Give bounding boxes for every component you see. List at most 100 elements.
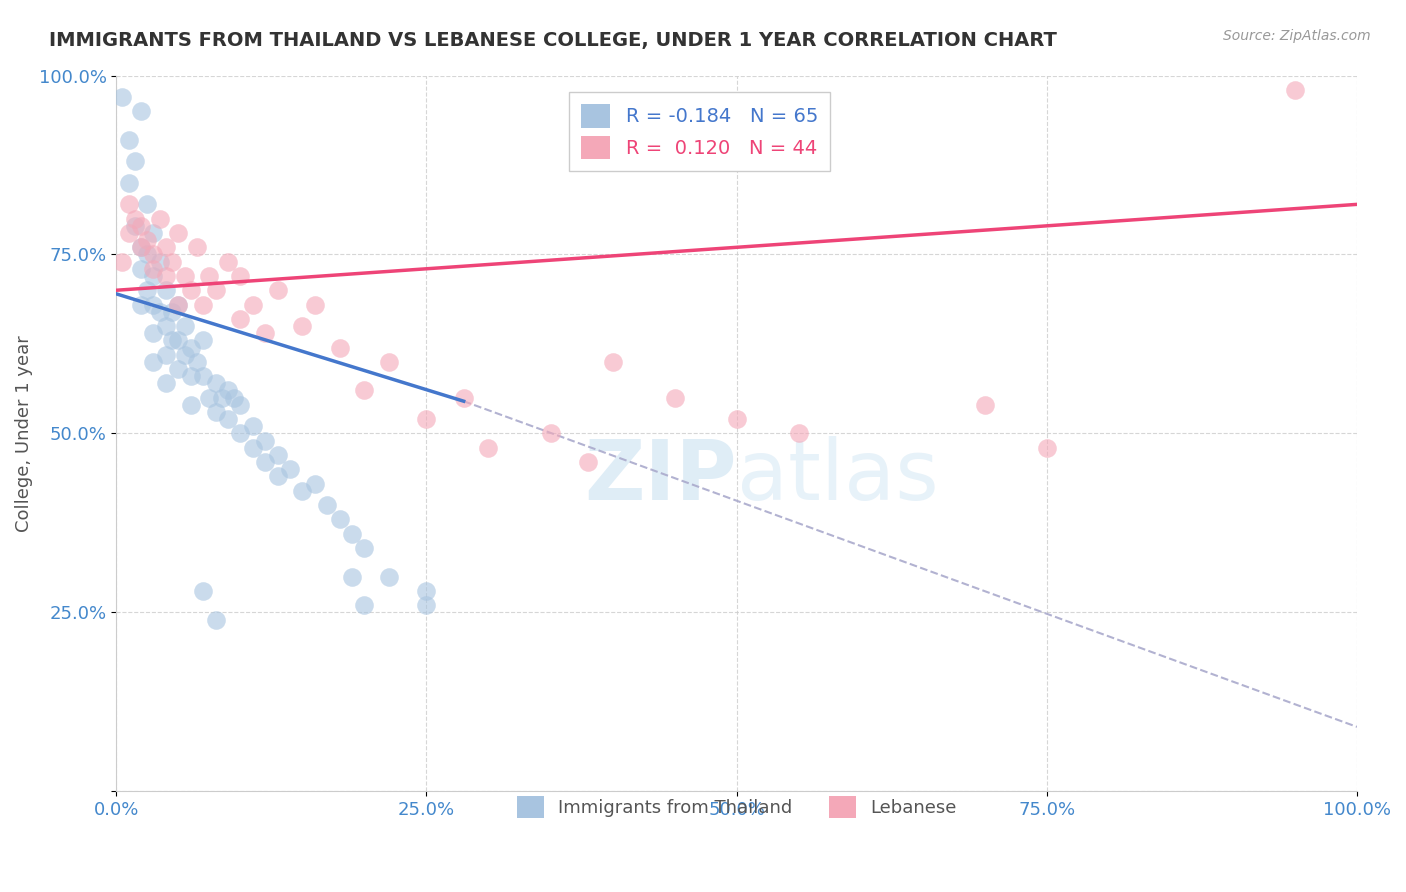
Point [180,398,202,412]
Point [254,455,277,469]
Point [142,261,165,276]
Point [124,211,146,226]
Point [217,412,239,426]
Point [291,483,314,498]
Point [142,226,165,240]
Point [973,398,995,412]
Point [129,219,152,233]
Point [1036,441,1059,455]
Point [211,391,233,405]
Point [118,176,141,190]
Point [160,254,183,268]
Point [725,412,748,426]
Point [217,254,239,268]
Point [180,283,202,297]
Point [340,526,363,541]
Point [1284,83,1306,97]
Point [242,441,264,455]
Point [291,319,314,334]
Point [329,341,352,355]
Point [129,240,152,254]
Point [167,297,190,311]
Point [186,240,208,254]
Point [602,355,624,369]
Point [415,412,437,426]
Point [204,613,226,627]
Point [173,319,195,334]
Point [304,476,326,491]
Point [111,254,134,268]
Point [149,304,172,318]
Point [353,598,375,612]
Text: Source: ZipAtlas.com: Source: ZipAtlas.com [1223,29,1371,43]
Point [278,462,301,476]
Point [191,334,214,348]
Point [477,441,499,455]
Point [142,326,165,341]
Point [242,297,264,311]
Point [118,133,141,147]
Point [304,297,326,311]
Point [353,541,375,555]
Text: ZIP: ZIP [583,436,737,516]
Point [664,391,686,405]
Point [155,376,177,391]
Point [136,197,159,211]
Point [378,355,401,369]
Point [111,90,134,104]
Point [129,297,152,311]
Point [198,268,221,283]
Point [242,419,264,434]
Point [124,154,146,169]
Point [229,311,252,326]
Point [353,384,375,398]
Point [155,348,177,362]
Point [142,268,165,283]
Point [191,583,214,598]
Point [191,369,214,384]
Point [229,426,252,441]
Text: IMMIGRANTS FROM THAILAND VS LEBANESE COLLEGE, UNDER 1 YEAR CORRELATION CHART: IMMIGRANTS FROM THAILAND VS LEBANESE COL… [49,31,1057,50]
Point [224,391,246,405]
Point [266,448,288,462]
Point [167,226,190,240]
Point [124,219,146,233]
Point [204,283,226,297]
Point [787,426,810,441]
Point [173,348,195,362]
Point [378,569,401,583]
Point [191,297,214,311]
Point [198,391,221,405]
Point [160,334,183,348]
Point [576,455,599,469]
Point [160,304,183,318]
Point [155,240,177,254]
Point [180,341,202,355]
Point [254,326,277,341]
Point [180,369,202,384]
Point [142,355,165,369]
Point [173,268,195,283]
Point [129,261,152,276]
Point [149,211,172,226]
Point [254,434,277,448]
Point [340,569,363,583]
Point [142,297,165,311]
Point [155,268,177,283]
Point [118,197,141,211]
Point [155,283,177,297]
Point [329,512,352,526]
Point [540,426,562,441]
Point [415,598,437,612]
Point [155,319,177,334]
Point [136,283,159,297]
Point [415,583,437,598]
Y-axis label: College, Under 1 year: College, Under 1 year [15,335,32,532]
Point [118,226,141,240]
Point [142,247,165,261]
Point [186,355,208,369]
Point [167,362,190,376]
Point [266,469,288,483]
Point [229,398,252,412]
Point [316,498,339,512]
